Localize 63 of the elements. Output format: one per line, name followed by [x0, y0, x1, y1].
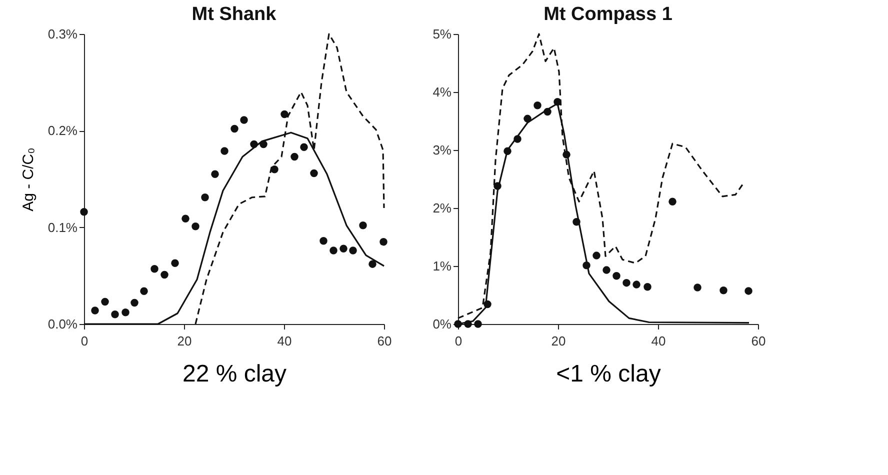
- point: [300, 143, 308, 151]
- chart-title: Mt Shank: [192, 4, 277, 25]
- point: [111, 310, 119, 318]
- x-tick-label: 0: [80, 334, 88, 348]
- x-tick-label: 0: [454, 334, 462, 348]
- y-tick-label: 0.2%: [48, 123, 78, 138]
- y-tick-label: 0.0%: [48, 316, 78, 332]
- point: [330, 246, 338, 254]
- point: [240, 116, 248, 124]
- point: [280, 110, 288, 118]
- point: [140, 287, 148, 295]
- point: [349, 246, 357, 254]
- point: [474, 320, 482, 328]
- x-tick-label: 60: [751, 334, 766, 348]
- point: [694, 284, 702, 292]
- point: [211, 170, 219, 178]
- y-tick-label: 4%: [432, 84, 452, 100]
- point: [534, 101, 542, 110]
- point: [644, 283, 652, 291]
- point: [130, 298, 138, 307]
- point: [150, 265, 158, 273]
- point: [122, 308, 130, 316]
- x-tick-label: 40: [651, 334, 666, 348]
- point: [612, 272, 620, 280]
- x-tick-label: 40: [277, 334, 292, 348]
- point: [160, 270, 168, 279]
- point: [201, 194, 209, 202]
- point: [290, 152, 298, 161]
- point: [182, 214, 190, 222]
- y-tick-label: 0.3%: [48, 26, 78, 42]
- point: [101, 298, 109, 306]
- point: [80, 208, 88, 216]
- point: [340, 244, 348, 252]
- x-tick-label: 20: [551, 334, 566, 348]
- y-tick-label: 3%: [432, 142, 452, 158]
- x-axis-title: <1 % clay: [556, 360, 661, 388]
- point: [720, 286, 728, 294]
- y-axis-title: Ag - C/C₀: [20, 148, 37, 212]
- chart-title: Mt Compass 1: [544, 4, 673, 25]
- point: [744, 287, 752, 295]
- y-tick-label: 1%: [432, 258, 452, 274]
- point: [320, 237, 328, 245]
- point: [602, 266, 610, 274]
- point: [310, 169, 318, 178]
- point: [171, 259, 179, 267]
- point: [220, 147, 228, 155]
- point: [192, 222, 200, 230]
- x-tick-label: 20: [177, 334, 192, 348]
- x-axis-title: 22 % clay: [182, 360, 287, 388]
- point: [668, 198, 676, 206]
- point: [632, 280, 640, 288]
- point: [359, 222, 367, 230]
- y-tick-label: 0.1%: [48, 220, 78, 235]
- y-tick-label: 5%: [432, 26, 452, 42]
- y-tick-label: 0%: [432, 316, 452, 332]
- point: [592, 252, 600, 260]
- point: [368, 260, 376, 268]
- point: [622, 278, 630, 287]
- x-tick-label: 60: [377, 334, 392, 348]
- y-tick-label: 2%: [432, 200, 452, 216]
- point: [230, 124, 238, 133]
- point: [380, 238, 388, 246]
- point: [91, 306, 99, 314]
